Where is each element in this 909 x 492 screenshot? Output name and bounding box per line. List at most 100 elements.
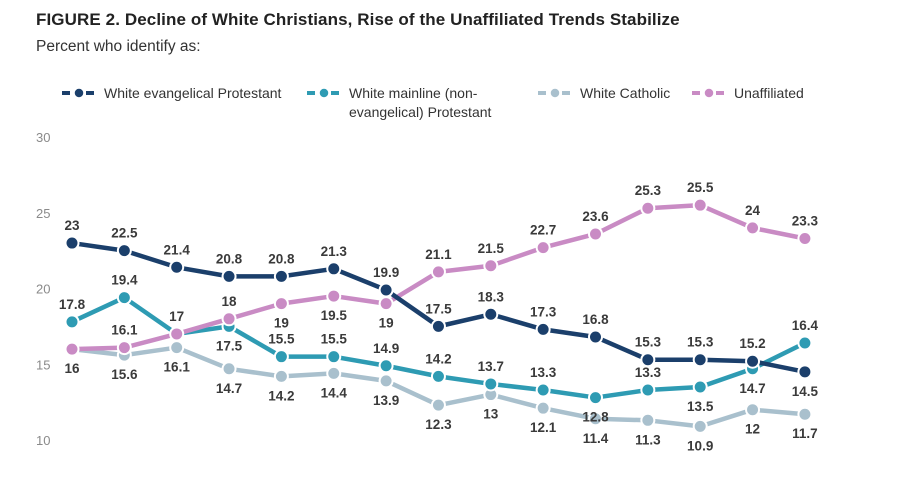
data-label: 18 xyxy=(222,294,238,309)
data-point xyxy=(640,200,656,216)
data-point xyxy=(430,368,446,384)
data-point xyxy=(116,290,132,306)
legend-item-white-catholic: White Catholic xyxy=(538,84,670,103)
data-point xyxy=(64,341,80,357)
data-point xyxy=(273,349,289,365)
data-point xyxy=(797,364,813,380)
y-tick-label: 25 xyxy=(36,206,50,221)
data-point xyxy=(221,311,237,327)
data-point xyxy=(483,306,499,322)
data-label: 14.7 xyxy=(216,381,242,396)
data-point xyxy=(745,353,761,369)
data-label: 23 xyxy=(64,218,80,233)
data-label: 17.5 xyxy=(425,301,452,316)
data-label: 15.3 xyxy=(635,335,662,350)
data-point xyxy=(169,259,185,275)
data-point xyxy=(169,326,185,342)
data-label: 18.3 xyxy=(478,289,505,304)
legend-label-white-evangelical: White evangelical Protestant xyxy=(104,85,282,101)
data-point xyxy=(64,314,80,330)
y-tick-label: 30 xyxy=(36,130,50,145)
data-label: 19.4 xyxy=(111,273,138,288)
legend-swatch-unaffiliated xyxy=(692,87,726,99)
data-point xyxy=(483,376,499,392)
data-point xyxy=(273,296,289,312)
data-point xyxy=(116,243,132,259)
data-label: 25.3 xyxy=(635,183,662,198)
data-point xyxy=(378,296,394,312)
legend-item-white-mainline: White mainline (non- evangelical) Protes… xyxy=(307,84,491,122)
data-point xyxy=(169,340,185,356)
data-label: 10.9 xyxy=(687,438,713,453)
data-label: 21.4 xyxy=(164,242,191,257)
data-label: 21.5 xyxy=(478,241,505,256)
data-label: 14.2 xyxy=(425,351,451,366)
data-point xyxy=(430,397,446,413)
data-label: 25.5 xyxy=(687,180,714,195)
data-point xyxy=(430,264,446,280)
data-point xyxy=(588,411,603,427)
data-point xyxy=(326,288,342,304)
series-white-mainline xyxy=(64,290,813,406)
data-label: 14.9 xyxy=(373,341,399,356)
data-label: 11.3 xyxy=(635,432,661,447)
data-label: 13.5 xyxy=(687,399,714,414)
legend-swatch-white-mainline xyxy=(307,87,341,99)
data-point xyxy=(535,382,551,398)
data-point xyxy=(326,349,342,365)
legend-swatch-white-evangelical xyxy=(62,87,96,99)
data-label: 15.5 xyxy=(268,332,295,347)
data-label: 14.2 xyxy=(268,388,294,403)
data-label: 16.1 xyxy=(164,360,191,375)
chart-subtitle: Percent who identify as: xyxy=(36,38,201,55)
data-point xyxy=(430,318,446,334)
data-label: 19.9 xyxy=(373,265,399,280)
data-label: 20.8 xyxy=(216,251,243,266)
data-label: 19 xyxy=(274,316,289,331)
data-point xyxy=(326,261,342,277)
data-label: 17.8 xyxy=(59,297,86,312)
data-label: 14.7 xyxy=(739,381,765,396)
legend-swatch-white-catholic xyxy=(538,87,572,99)
data-label: 17.3 xyxy=(530,304,557,319)
data-label: 16.1 xyxy=(111,323,138,338)
chart-title: FIGURE 2. Decline of White Christians, R… xyxy=(36,10,680,29)
y-tick-label: 20 xyxy=(36,282,50,297)
data-label: 19 xyxy=(379,316,394,331)
data-label: 21.3 xyxy=(321,244,348,259)
data-label: 15.5 xyxy=(321,332,348,347)
data-label: 12 xyxy=(745,422,760,437)
data-label: 13.3 xyxy=(635,365,662,380)
data-point xyxy=(588,329,603,345)
legend-item-white-evangelical: White evangelical Protestant xyxy=(62,84,281,103)
data-point xyxy=(326,365,342,381)
data-point xyxy=(745,220,761,236)
data-point xyxy=(692,379,708,395)
data-label: 21.1 xyxy=(425,247,452,262)
data-point xyxy=(378,358,394,374)
data-point xyxy=(745,402,761,418)
data-label: 12.8 xyxy=(582,410,609,425)
data-label: 19.5 xyxy=(321,308,348,323)
data-label: 15.2 xyxy=(739,336,765,351)
y-tick-label: 15 xyxy=(36,357,50,372)
data-label: 16.8 xyxy=(582,312,609,327)
data-point xyxy=(797,406,813,422)
data-point xyxy=(588,390,603,406)
data-point xyxy=(64,235,80,251)
data-point xyxy=(273,368,289,384)
data-point xyxy=(221,268,237,284)
y-tick-label: 10 xyxy=(36,433,50,448)
data-point xyxy=(692,418,708,434)
data-label: 13.7 xyxy=(478,359,504,374)
data-point xyxy=(640,352,656,368)
data-label: 17.5 xyxy=(216,338,243,353)
series-unaffiliated xyxy=(64,197,813,357)
data-label: 11.4 xyxy=(583,431,609,446)
data-label: 22.5 xyxy=(111,226,138,241)
legend-label-unaffiliated: Unaffiliated xyxy=(734,85,804,101)
data-label: 13 xyxy=(483,407,499,422)
data-point xyxy=(797,335,813,351)
data-point xyxy=(116,340,132,356)
data-label: 15.6 xyxy=(111,367,138,382)
